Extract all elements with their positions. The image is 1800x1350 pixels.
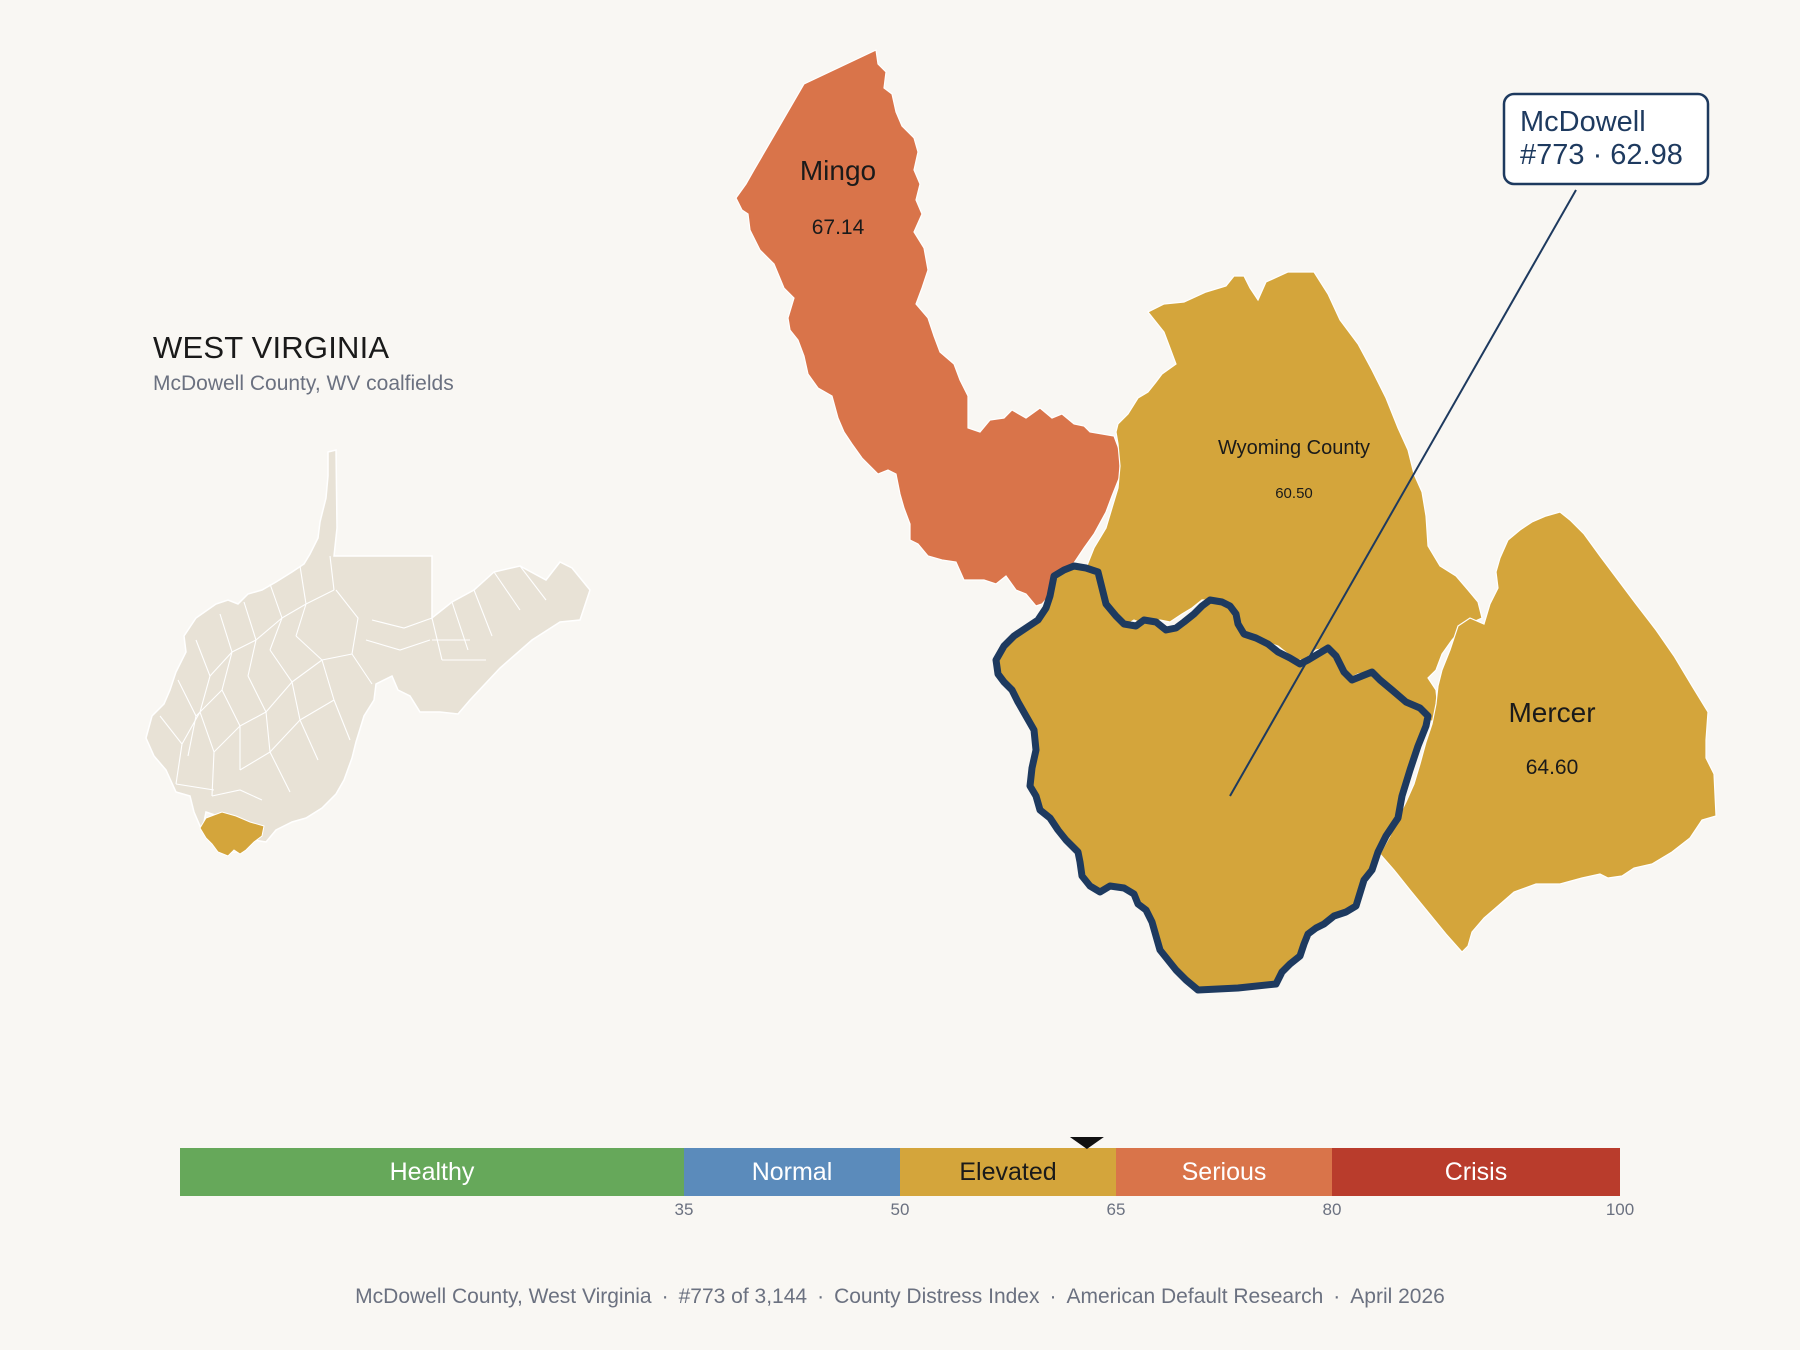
footer-separator: · [817, 1285, 825, 1308]
scale-tick-label: 35 [675, 1200, 694, 1219]
state-title: WEST VIRGINIA [153, 330, 390, 365]
inset-county-line [269, 751, 291, 793]
scale-marker [1069, 1137, 1104, 1149]
inset-county-line [175, 783, 215, 791]
footer-caption: McDowell County, West Virginia · #773 of 3… [0, 1285, 1800, 1309]
inset-county-line [181, 711, 201, 745]
footer-date: April 2026 [1350, 1285, 1445, 1308]
inset-county-line [291, 659, 323, 683]
inset-county-line [211, 789, 263, 801]
inset-county-line [195, 689, 223, 717]
county-label-mingo: Mingo [800, 155, 876, 186]
distress-scale-legend: Healthy Normal Elevated Serious Crisis 35 50 65… [180, 1137, 1634, 1219]
inset-county-line [239, 751, 271, 771]
inset-county-line [269, 719, 301, 753]
callout-box [1502, 92, 1710, 186]
footer-separator: · [1049, 1285, 1057, 1308]
inset-county-line [281, 603, 307, 619]
inset-mcdowell-highlight [199, 811, 265, 857]
inset-county-line [305, 589, 335, 605]
county-value-mingo: 67.14 [812, 216, 865, 239]
county-value-mercer: 64.60 [1526, 756, 1579, 779]
scale-segment-serious [1116, 1148, 1332, 1196]
inset-county-lines [159, 555, 547, 801]
inset-county-line [213, 725, 241, 753]
footer-separator: · [661, 1285, 669, 1308]
inset-county-line [333, 699, 351, 741]
county-mingo [735, 49, 1121, 607]
inset-county-line [519, 565, 547, 601]
scale-segment-crisis [1332, 1148, 1620, 1196]
inset-county-line [255, 617, 283, 641]
county-label-mercer: Mercer [1508, 697, 1595, 728]
scale-label-normal: Normal [752, 1158, 833, 1186]
inset-county-line [231, 639, 257, 653]
inset-county-line [265, 681, 293, 713]
footer-rank: #773 of 3,144 [678, 1285, 808, 1308]
county-label-wyoming: Wyoming County [1218, 437, 1370, 459]
inset-county-line [299, 719, 319, 761]
scale-tick-label: 100 [1606, 1200, 1634, 1219]
inset-county-line [321, 653, 353, 661]
county-value-wyoming: 60.50 [1275, 485, 1313, 502]
inset-county-line [493, 571, 521, 611]
scale-segment-normal [684, 1148, 900, 1196]
scale-label-healthy: Healthy [390, 1158, 475, 1186]
inset-county-line [451, 601, 469, 651]
scale-tick-label: 80 [1323, 1200, 1342, 1219]
inset-county-line [351, 653, 373, 685]
inset-county-line [365, 639, 431, 651]
footer-county: McDowell County, West Virginia [355, 1285, 652, 1308]
inset-county-line [239, 711, 267, 727]
inset-county-line [431, 617, 443, 661]
footer-index: County Distress Index [834, 1285, 1040, 1308]
scale-segment-elevated [900, 1148, 1116, 1196]
inset-county-line [335, 589, 359, 655]
inset-county-line [473, 589, 493, 637]
mcdowell-callout: McDowell #773 · 62.98 [1229, 92, 1710, 797]
scale-tick-label: 50 [891, 1200, 910, 1219]
footer-source: American Default Research [1066, 1285, 1324, 1308]
state-inset-map [145, 449, 591, 857]
callout-leader-line [1229, 189, 1577, 797]
scale-label-crisis: Crisis [1445, 1158, 1508, 1186]
inset-county-line [329, 555, 335, 591]
main-map: Mingo 67.14 Wyoming County 60.50 Mercer … [735, 49, 1717, 994]
footer-separator: · [1333, 1285, 1341, 1308]
state-subtitle: McDowell County, WV coalfields [153, 372, 454, 395]
callout-name: McDowell [1520, 106, 1646, 138]
callout-rank-value: #773 · 62.98 [1520, 139, 1683, 171]
scale-segment-healthy [180, 1148, 684, 1196]
inset-county-line [299, 699, 335, 721]
inset-county-line [209, 651, 233, 677]
scale-label-elevated: Elevated [959, 1158, 1056, 1186]
inset-county-line [371, 617, 433, 629]
scale-label-serious: Serious [1182, 1158, 1267, 1186]
county-mcdowell [992, 562, 1432, 994]
scale-tick-label: 65 [1107, 1200, 1126, 1219]
